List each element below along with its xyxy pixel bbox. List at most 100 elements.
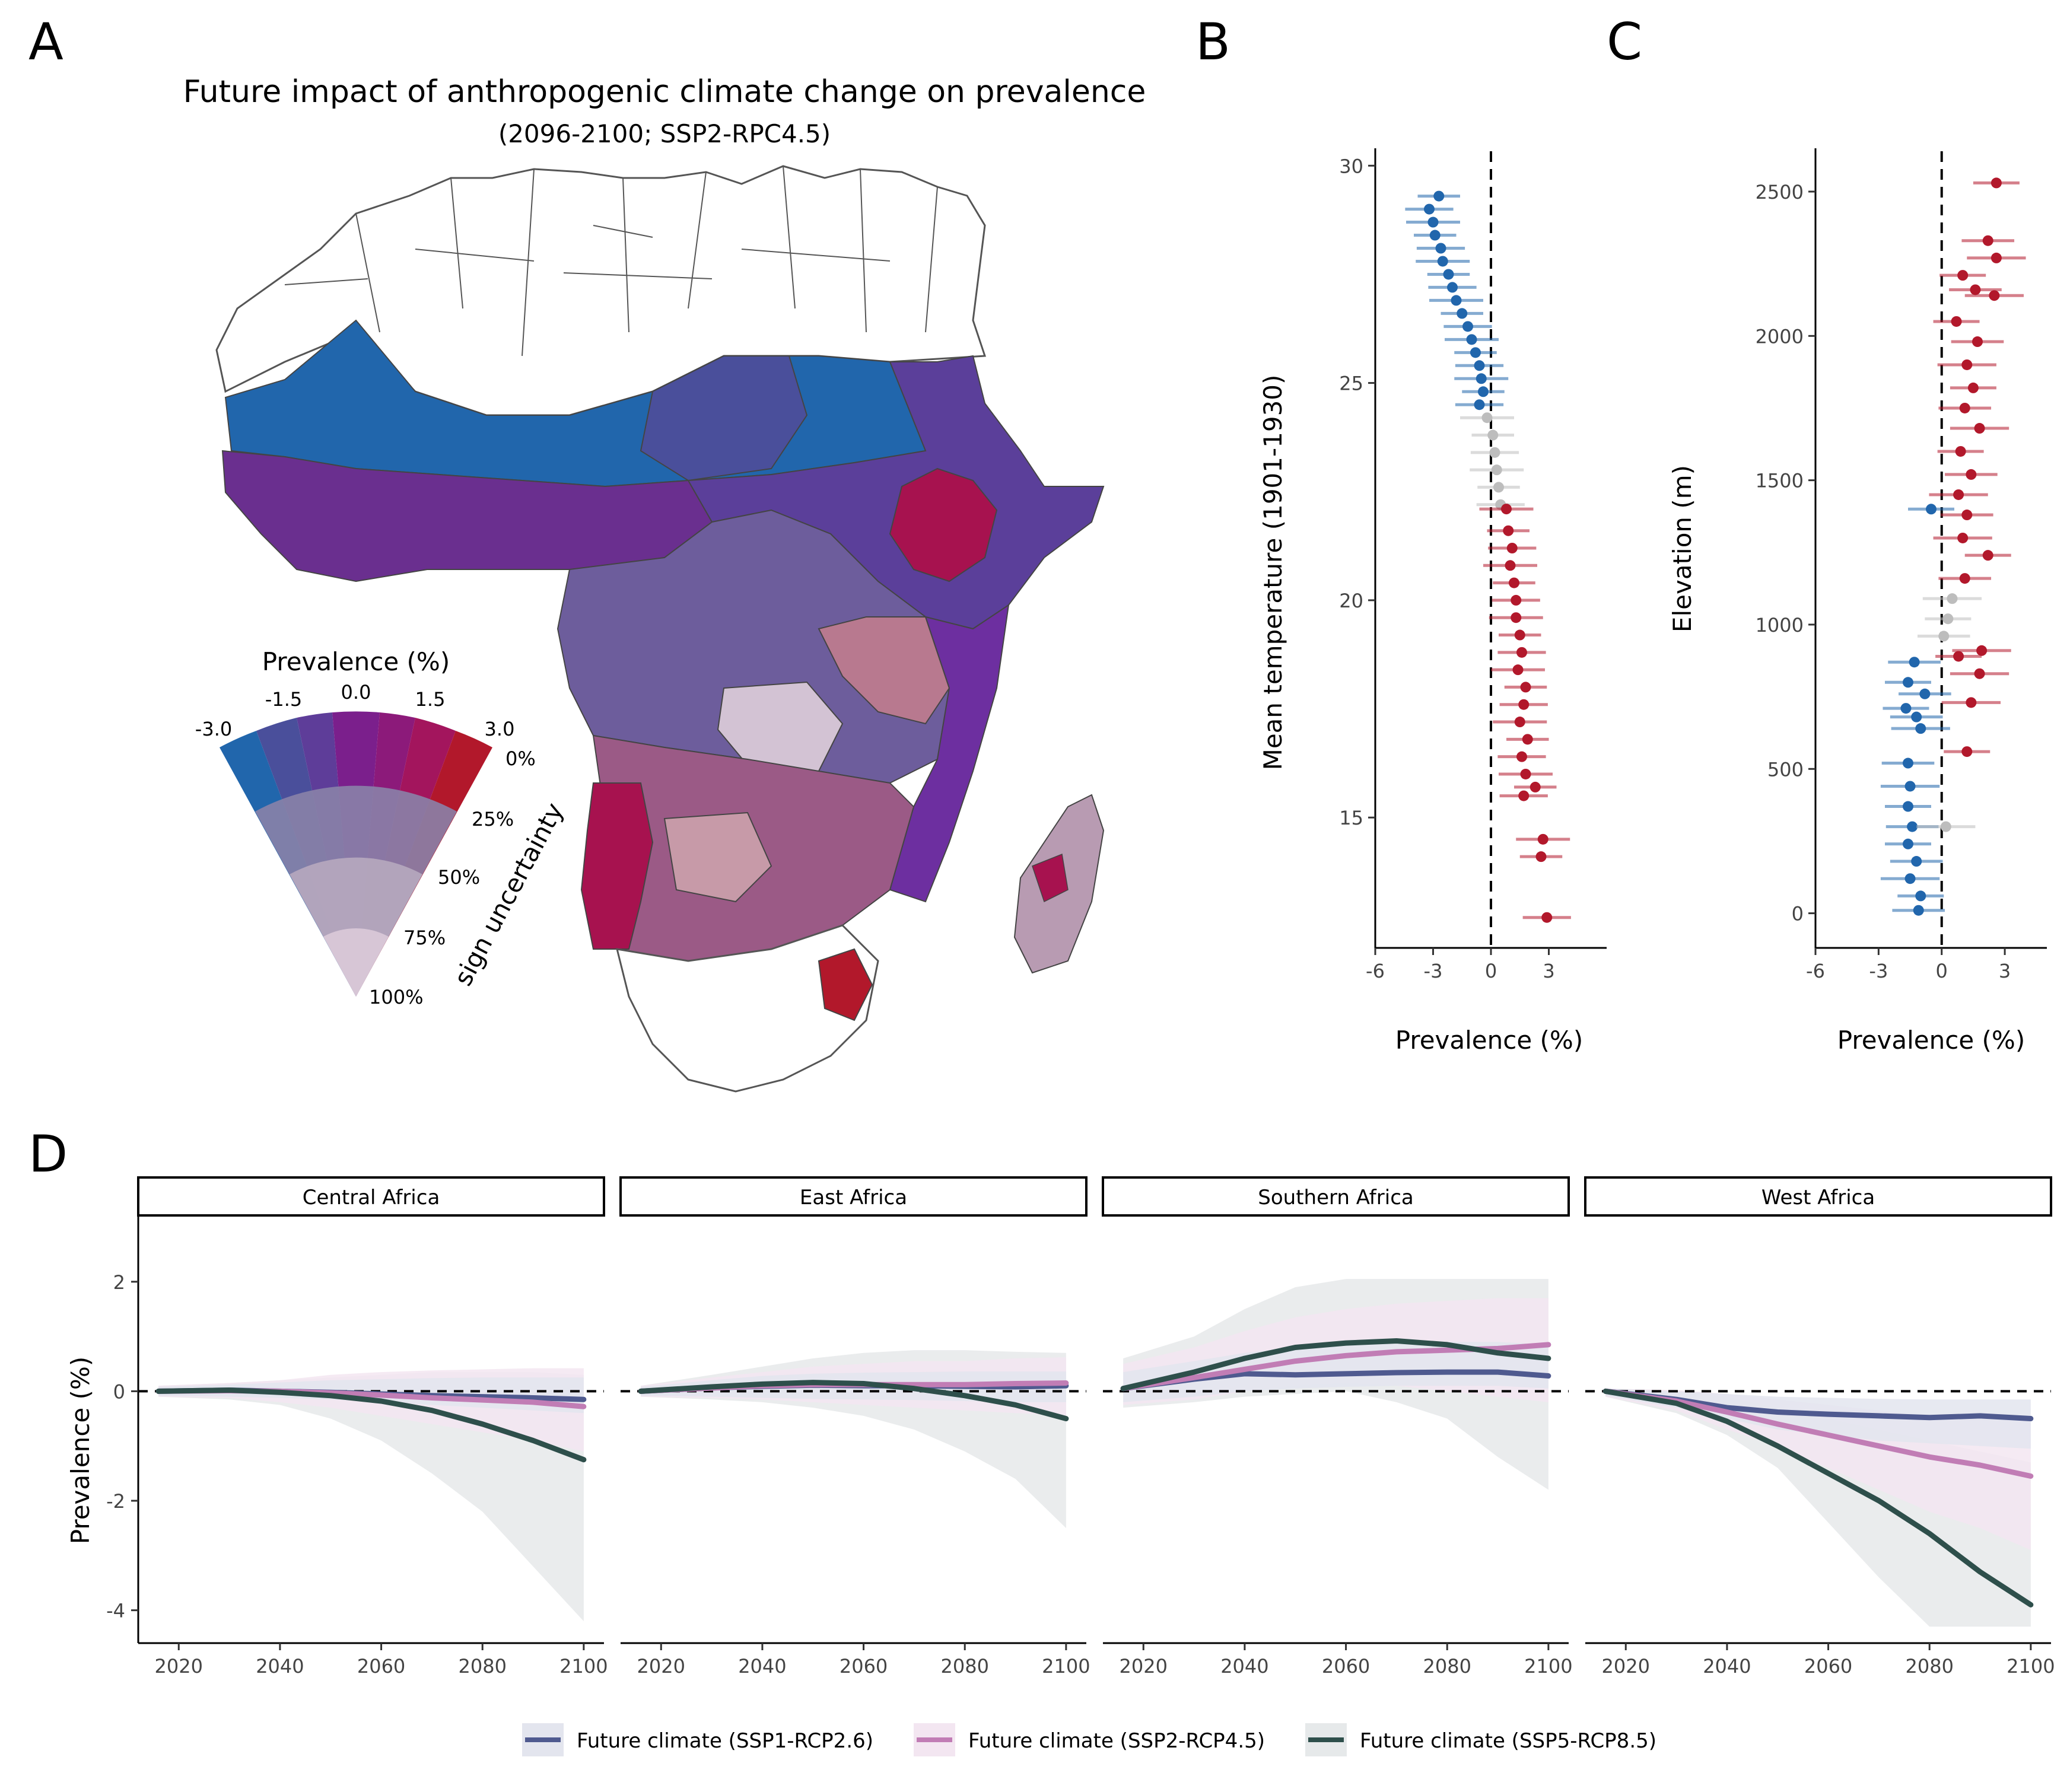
data-point (1961, 359, 1973, 370)
facet-title: West Africa (1761, 1186, 1875, 1209)
data-point (1514, 717, 1525, 728)
y-tick-label: 2 (113, 1271, 125, 1294)
data-point (1427, 217, 1439, 228)
data-point (1501, 504, 1512, 515)
legend-label-ssp1: Future climate (SSP1-RCP2.6) (577, 1729, 873, 1753)
data-point (1506, 543, 1518, 553)
panel-label-b: B (1195, 12, 1230, 72)
map-madagascar-red (1032, 853, 1069, 903)
legend-title: Prevalence (%) (262, 647, 450, 676)
panel-c-ylabel: Elevation (m) (1668, 465, 1697, 632)
x-tick-label: 3 (1543, 960, 1554, 982)
map-legend: Prevalence (%) -3.0 -1.5 0.0 1.5 3.0 0% … (195, 647, 569, 1008)
x-tick-label: 2080 (940, 1655, 988, 1678)
data-point (1940, 821, 1951, 832)
data-point (1900, 703, 1912, 714)
map-north-borders (284, 165, 938, 357)
data-point (1913, 905, 1924, 916)
map-panel: Future impact of anthropogenic climate c… (183, 74, 1146, 1093)
data-point (1970, 284, 1981, 295)
data-point (1474, 360, 1485, 371)
data-point (1976, 645, 1988, 656)
x-tick-label: 2100 (1524, 1655, 1572, 1678)
y-tick-label: 2000 (1756, 325, 1804, 348)
x-tick-label: 2040 (738, 1655, 786, 1678)
x-tick-label: 2100 (2007, 1655, 2055, 1678)
legend-ring-50 (290, 857, 422, 997)
panel-d-ylabel: Prevalence (%) (66, 1357, 95, 1544)
data-point (1487, 429, 1499, 441)
data-point (1457, 308, 1468, 319)
data-point (1990, 177, 2002, 189)
data-point (1478, 386, 1489, 397)
panel-label-a: A (28, 12, 63, 72)
map-southern-africa (615, 924, 879, 1093)
data-point (1522, 734, 1533, 745)
data-point (1961, 510, 1973, 521)
legend-uncertainty-tick: 100% (369, 986, 423, 1008)
data-point (1474, 399, 1485, 410)
x-tick-label: -6 (1366, 960, 1385, 982)
legend-uncertainty-tick: 75% (403, 927, 446, 949)
data-point (1982, 550, 1993, 561)
legend-label-ssp5: Future climate (SSP5-RCP8.5) (1360, 1729, 1656, 1753)
x-tick-label: 2080 (1905, 1655, 1953, 1678)
data-point (1907, 821, 1918, 832)
data-point (1911, 856, 1922, 867)
y-tick-label: 20 (1339, 590, 1363, 612)
map-sahel-blue-center (640, 355, 808, 482)
data-point (1957, 532, 1969, 543)
data-point (1904, 781, 1916, 792)
data-point (1424, 203, 1435, 215)
data-point (1518, 699, 1530, 710)
y-tick-label: -2 (106, 1490, 125, 1513)
map-title: Future impact of anthropogenic climate c… (183, 74, 1146, 110)
legend-label-ssp2: Future climate (SSP2-RCP4.5) (968, 1729, 1265, 1753)
data-point (1972, 336, 1983, 348)
x-tick-label: 2020 (637, 1655, 685, 1678)
y-tick-label: 25 (1339, 373, 1363, 395)
x-tick-label: -3 (1869, 960, 1888, 982)
data-point (1516, 647, 1527, 658)
data-point (1919, 688, 1931, 699)
data-point (1957, 270, 1969, 281)
data-point (1530, 781, 1541, 792)
x-tick-label: -6 (1806, 960, 1825, 982)
data-point (1476, 373, 1487, 384)
data-point (1541, 912, 1553, 923)
data-point (1909, 657, 1920, 668)
map-great-lakes (818, 616, 950, 725)
data-point (1915, 723, 1926, 734)
y-tick-label: 30 (1339, 155, 1363, 177)
data-point (1942, 613, 1954, 625)
y-tick-label: 1000 (1756, 614, 1804, 636)
legend-value-tick: 3.0 (485, 718, 515, 740)
data-point (1904, 873, 1916, 884)
facet-strip (619, 1176, 1088, 1217)
y-tick-label: 15 (1339, 807, 1363, 829)
map-uncertain-patch (663, 811, 772, 903)
data-point (1903, 677, 1913, 688)
panel-label-c: C (1607, 12, 1642, 72)
x-tick-label: 2020 (1602, 1655, 1650, 1678)
data-point (1966, 469, 1977, 480)
legend-fan (220, 711, 492, 997)
y-tick-label: 0 (1792, 903, 1804, 925)
x-tick-label: 2080 (458, 1655, 506, 1678)
data-point (1491, 464, 1502, 476)
panel-d-chart: Prevalence (%) Central Africa -4 -2 0 2 2020 2… (66, 1176, 2055, 1678)
data-point (1938, 631, 1950, 642)
y-tick-label: -4 (106, 1600, 125, 1622)
x-tick-label: 2060 (1804, 1655, 1852, 1678)
x-tick-label: 3 (1999, 960, 2011, 982)
map-subtitle: (2096-2100; SSP2-RPC4.5) (498, 119, 831, 148)
data-point (1493, 482, 1504, 493)
x-tick-label: 2060 (357, 1655, 405, 1678)
map-east-coast (889, 603, 1010, 903)
legend-uncertainty-tick: 50% (438, 866, 480, 889)
data-point (1511, 612, 1522, 623)
facet-title: Central Africa (303, 1186, 440, 1209)
data-point (1537, 833, 1548, 845)
map-ethiopia (889, 467, 998, 583)
legend-uncertainty-tick: 0% (505, 747, 536, 770)
